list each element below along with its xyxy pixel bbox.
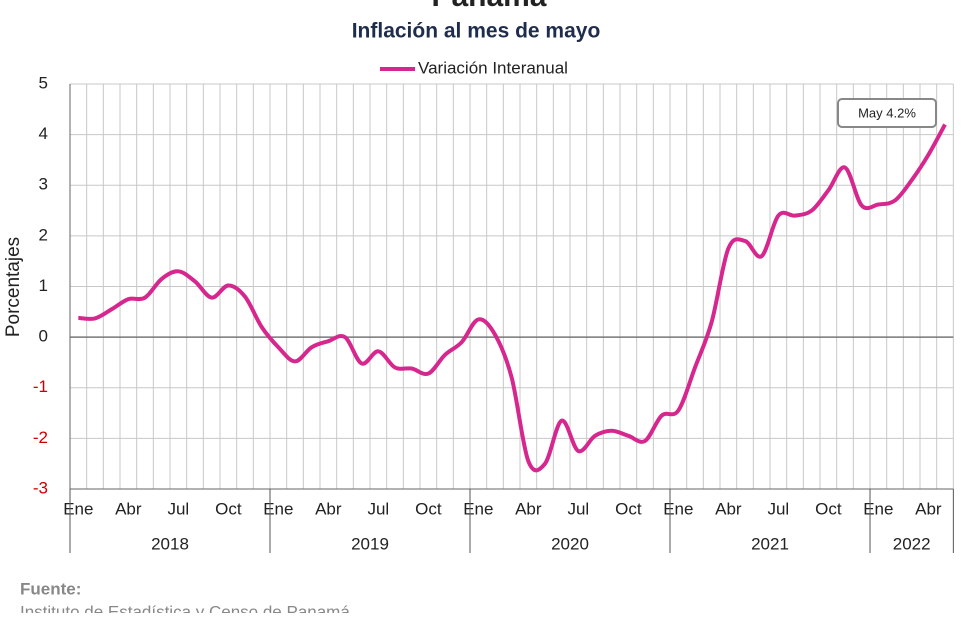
- x-tick-label: Abr: [315, 499, 342, 518]
- annotation-box: [837, 98, 937, 128]
- x-tick-label: Oct: [815, 499, 842, 518]
- legend-label: Variación Interanual: [418, 58, 568, 77]
- x-tick-label: Ene: [263, 499, 293, 518]
- x-tick-label: Oct: [615, 499, 642, 518]
- year-label: 2022: [893, 534, 931, 553]
- chart-subtitle: Inflación al mes de mayo: [352, 20, 601, 43]
- y-tick-label: 0: [39, 327, 48, 346]
- line-series: [78, 123, 947, 473]
- year-label: 2020: [551, 534, 589, 553]
- y-tick-label: 1: [39, 276, 48, 295]
- x-tick-label: Jul: [767, 499, 789, 518]
- y-tick-label: -2: [33, 428, 48, 447]
- y-tick-label: -3: [33, 478, 48, 497]
- x-tick-label: Jul: [567, 499, 589, 518]
- x-tick-label: Abr: [915, 499, 942, 518]
- year-label: 2018: [151, 534, 189, 553]
- y-tick-label: -1: [33, 377, 48, 396]
- x-tick-label: Jul: [367, 499, 389, 518]
- year-label: 2019: [351, 534, 389, 553]
- source-text: Instituto de Estadística y Censo de Pana…: [20, 602, 350, 613]
- x-tick-label: Abr: [715, 499, 742, 518]
- annotation: May 4.2%: [858, 105, 916, 120]
- x-tick-label: Ene: [863, 499, 893, 518]
- y-axis-label: Porcentajes: [3, 237, 24, 337]
- chart-title: Panamá: [431, 0, 546, 13]
- source-label: Fuente:: [20, 579, 81, 598]
- y-tick-label: 3: [39, 175, 48, 194]
- y-tick-label: 5: [39, 73, 48, 92]
- x-tick-label: Oct: [415, 499, 442, 518]
- x-tick-label: Ene: [463, 499, 493, 518]
- x-tick-label: Abr: [115, 499, 142, 518]
- y-tick-label: 2: [39, 225, 48, 244]
- y-tick-label: 4: [39, 124, 48, 143]
- x-tick-label: Jul: [167, 499, 189, 518]
- x-tick-label: Ene: [63, 499, 93, 518]
- x-tick-label: Ene: [663, 499, 693, 518]
- x-tick-label: Oct: [215, 499, 242, 518]
- year-label: 2021: [751, 534, 789, 553]
- x-tick-label: Abr: [515, 499, 542, 518]
